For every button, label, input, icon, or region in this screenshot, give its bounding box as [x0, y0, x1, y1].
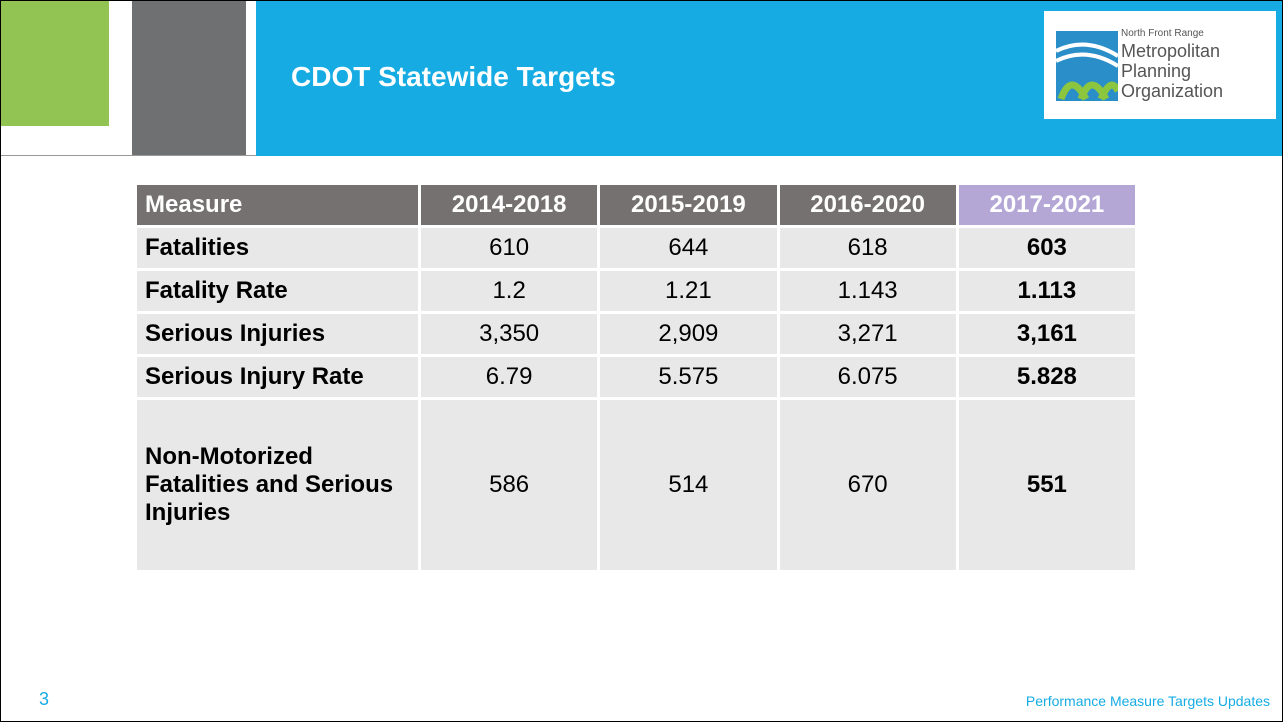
cell: 618 [779, 228, 956, 268]
title: CDOT Statewide Targets [291, 61, 616, 92]
cell: 644 [600, 228, 777, 268]
cell: 1.143 [779, 271, 956, 311]
cell: 670 [779, 400, 956, 570]
cell: 5.575 [600, 357, 777, 397]
cell: 3,161 [958, 314, 1135, 354]
cell: 5.828 [958, 357, 1135, 397]
table-row: Non-Motorized Fatalities and Serious Inj… [137, 400, 1135, 570]
green-block [1, 1, 109, 126]
cell: Fatality Rate [137, 271, 418, 311]
cell: 3,350 [421, 314, 598, 354]
logo-text: Metropolitan [1121, 41, 1221, 61]
column-header: 2014-2018 [421, 185, 598, 225]
cell: 610 [421, 228, 598, 268]
table-row: Fatalities 610 644 618 603 [137, 228, 1135, 268]
table-row: Serious Injury Rate 6.79 5.575 6.075 5.828 [137, 357, 1135, 397]
gray-block [132, 1, 246, 156]
logo-text: Planning [1121, 61, 1192, 81]
cell: 1.21 [600, 271, 777, 311]
cell: Serious Injury Rate [137, 357, 418, 397]
cell: 3,271 [779, 314, 956, 354]
cell: 1.113 [958, 271, 1135, 311]
table: Measure 2014-2018 2015-2019 2016-2020 2017-2… [134, 182, 1138, 573]
logo-text: North Front Range [1121, 28, 1204, 39]
column-header: Measure [137, 185, 418, 225]
page-number: 3 [39, 689, 50, 709]
cell: 514 [600, 400, 777, 570]
column-header: 2016-2020 [779, 185, 956, 225]
cell: 603 [958, 228, 1135, 268]
logo-text: Organization [1121, 81, 1224, 101]
cell: 1.2 [421, 271, 598, 311]
column-header: 2017-2021 [958, 185, 1135, 225]
logo-icon [1056, 31, 1118, 101]
cell: 6.075 [779, 357, 956, 397]
table-row: Serious Injuries 3,350 2,909 3,271 3,161 [137, 314, 1135, 354]
footer-text: Performance Measure Targets Updates [1025, 693, 1270, 709]
rule [1, 155, 256, 156]
cell: Non-Motorized Fatalities and Serious Inj… [137, 400, 418, 570]
column-header: 2015-2019 [600, 185, 777, 225]
table-row: Fatality Rate 1.2 1.21 1.143 1.113 [137, 271, 1135, 311]
header-row: Measure 2014-2018 2015-2019 2016-2020 2017-2… [137, 185, 1135, 225]
cell: 2,909 [600, 314, 777, 354]
cell: Serious Injuries [137, 314, 418, 354]
cell: 551 [958, 400, 1135, 570]
cell: Fatalities [137, 228, 418, 268]
cell: 586 [421, 400, 598, 570]
cell: 6.79 [421, 357, 598, 397]
